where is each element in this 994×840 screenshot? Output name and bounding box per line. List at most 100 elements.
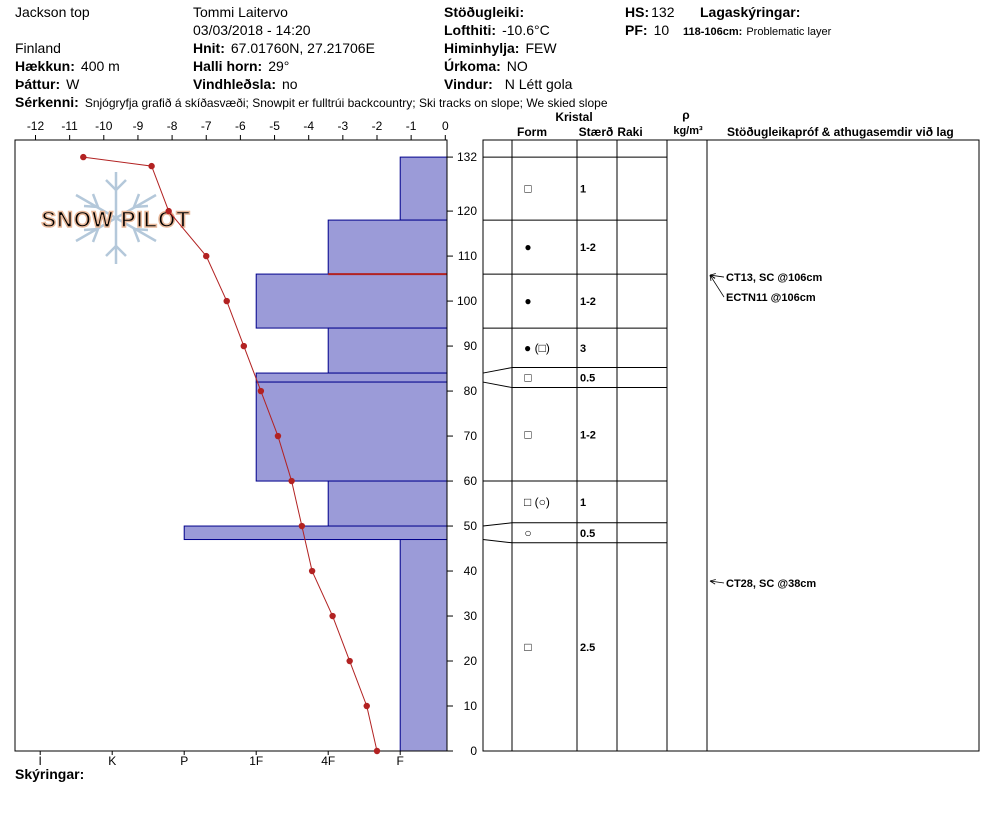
hardness-bar [327,327,448,374]
grain-form: □ [524,182,531,196]
test-arrowhead [709,579,716,585]
x-tick-label: -10 [95,119,113,133]
test-arrow [709,274,725,298]
grain-form: ● [524,294,531,308]
hardness-tick-label: P [180,754,188,768]
temperature-point [288,477,295,485]
grain-size: 1 [580,497,586,509]
logo-snowflake [75,172,157,264]
wind-loading: Vindhleðsla: no [193,76,298,92]
air-temperature: Lofthiti: -10.6°C [444,22,550,38]
legend-title: Lagaskýringar: [700,4,800,20]
legend-entry: 118-106cm: Problematic layer [683,26,832,38]
x-tick-label: -3 [338,119,349,133]
temperature-point [274,432,282,440]
label: Vindhleðsla: [193,76,276,92]
wind: Vindur: N Létt gola [444,76,573,92]
x-tick-label: -9 [133,119,144,133]
table-header: Kristal [555,110,592,124]
value: Problematic layer [746,26,831,38]
slope-angle: Halli horn: 29° [193,58,289,74]
label: Himinhylja: [444,40,519,56]
grain-size: 2.5 [580,642,595,654]
observer: Tommi Laitervo [193,4,288,20]
plot-frame [14,139,448,752]
aspect: Þáttur: W [15,76,80,92]
precipitation: Úrkoma: NO [444,57,528,74]
x-tick-label: -6 [235,119,246,133]
grain-size: 0.5 [580,528,595,540]
grain-form: ○ [524,526,531,540]
value: FEW [525,40,557,56]
hardness-bar [399,539,448,752]
label: Lofthiti: [444,22,496,38]
temperature-point [240,342,248,350]
test-label: ECTN11 @106cm [726,292,816,304]
value: 400 m [81,58,120,74]
y-tick-label: 120 [457,204,477,218]
hs: HS: 132 [625,4,675,20]
label: 118-106cm: [683,26,742,38]
table-header: Stöðugleikapróf & athugasemdir við lag [727,125,954,139]
y-tick-label: 60 [464,474,478,488]
x-tick-label: -7 [201,119,212,133]
hardness-tick-label: 4F [321,754,335,768]
test-arrow [709,274,725,278]
sky-cover: Himinhylja: FEW [444,40,557,56]
label: Hækkun: [15,58,75,74]
x-tick-label: -1 [406,119,417,133]
test-arrow [709,580,725,584]
temperature-point [80,153,87,161]
y-tick-label: 132 [457,150,477,164]
grain-size: 1-2 [580,242,596,254]
label: Úrkoma: [444,57,501,74]
hardness-tick-label: K [108,754,116,768]
test-arrowhead [709,274,716,282]
x-tick-label: -12 [27,119,45,133]
grain-form: ● (□) [524,341,550,355]
temperature-point [203,252,210,260]
y-tick-label: 100 [457,294,477,308]
y-tick-label: 0 [470,744,477,758]
hardness-bar [327,480,448,527]
pf: PF: 10 [625,22,669,38]
features: Sérkenni: Snjógryfja grafið á skíðasvæði;… [15,94,608,110]
temperature-point [373,747,381,755]
coordinates: Hnit: 67.01760N, 27.21706E [193,40,375,56]
y-tick-label: 80 [464,384,478,398]
x-tick-label: 0 [442,119,449,133]
datetime: 03/03/2018 - 14:20 [193,22,311,38]
label: Halli horn: [193,58,262,74]
grain-size: 3 [580,343,586,355]
value: 132 [651,4,675,20]
grain-form: □ [524,371,531,385]
test-label: CT28, SC @38cm [726,578,816,590]
x-tick-label: -2 [372,119,383,133]
stability-label: Stöðugleiki: [444,4,524,20]
test-label: CT13, SC @106cm [726,272,823,284]
value: no [282,76,298,92]
x-tick-label: -5 [269,119,280,133]
layer-connector [482,522,513,527]
hardness-bar [327,219,448,275]
notes-label: Skýringar: [15,766,84,782]
hardness-bar [255,381,448,482]
value: -10.6°C [502,22,550,38]
temperature-point [346,657,353,665]
table-header: ρ [682,108,689,122]
y-tick-label: 90 [464,339,478,353]
y-tick-label: 20 [464,654,478,668]
temperature-point [308,567,316,575]
label: HS: [625,4,649,20]
hardness-tick-label: 1F [249,754,263,768]
value: NO [507,58,528,74]
layer-connector [482,381,513,389]
value: N Létt gola [505,76,573,92]
value: 67.01760N, 27.21706E [231,40,375,56]
hardness-bar [183,525,448,541]
table-frame [482,139,980,752]
y-tick-label: 50 [464,519,478,533]
grain-form: ● [524,240,531,254]
label: Hnit: [193,40,225,56]
